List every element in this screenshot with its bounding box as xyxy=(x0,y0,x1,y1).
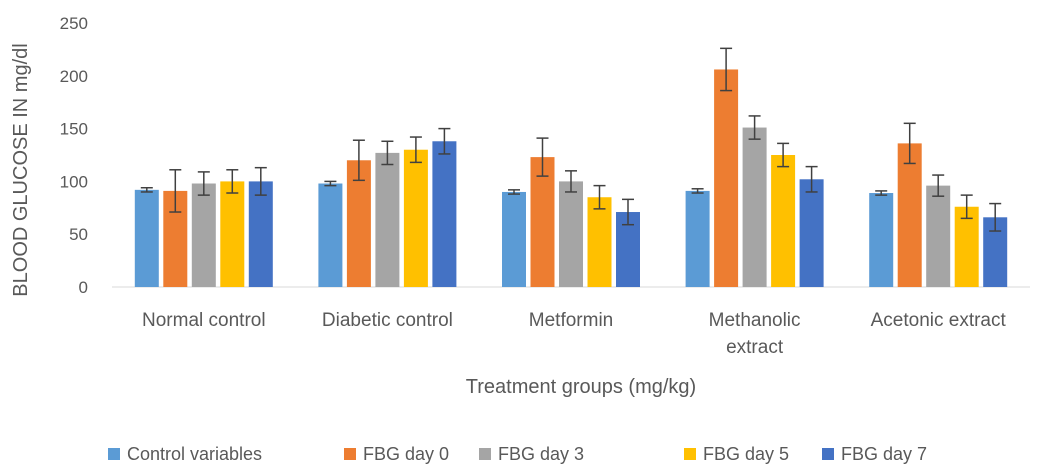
bar xyxy=(403,149,428,287)
bar xyxy=(502,191,526,287)
x-category-label: Methanolic extract xyxy=(709,310,801,358)
bar xyxy=(318,183,343,287)
x-category-label: Metformin xyxy=(529,310,613,331)
bar xyxy=(897,143,922,287)
legend-swatch xyxy=(344,448,356,460)
legend-label: FBG day 5 xyxy=(703,444,789,464)
bar xyxy=(742,127,767,287)
error-bars xyxy=(140,47,1002,232)
legend-label: FBG day 7 xyxy=(841,444,927,464)
bar xyxy=(432,141,457,287)
x-category-line: Acetonic extract xyxy=(871,310,1007,331)
y-tick-label: 100 xyxy=(60,172,88,191)
bar xyxy=(248,181,273,287)
legend-swatch xyxy=(108,448,120,460)
bar xyxy=(714,69,739,288)
bar xyxy=(559,181,583,287)
bar xyxy=(926,185,951,287)
x-category-line: Diabetic control xyxy=(322,310,453,331)
legend-swatch xyxy=(684,448,696,460)
bar xyxy=(134,189,159,287)
y-tick-label: 250 xyxy=(60,14,88,33)
bar xyxy=(771,155,796,287)
x-category-line: Metformin xyxy=(529,310,613,331)
x-category-line: extract xyxy=(726,337,784,358)
y-tick-label: 0 xyxy=(79,278,88,297)
bar xyxy=(799,179,824,287)
x-category-label: Diabetic control xyxy=(322,310,453,331)
bar xyxy=(346,160,371,287)
x-category-label: Acetonic extract xyxy=(871,310,1007,331)
y-tick-label: 50 xyxy=(69,225,88,244)
bar xyxy=(191,183,216,287)
x-category-line: Normal control xyxy=(142,310,266,331)
legend-swatch xyxy=(479,448,491,460)
bars xyxy=(134,69,1008,288)
y-axis: 0 50 100 150 200 250 xyxy=(60,14,88,297)
x-axis-title: Treatment groups (mg/kg) xyxy=(466,376,696,398)
bar xyxy=(530,157,555,287)
legend-label: FBG day 0 xyxy=(363,444,449,464)
bar xyxy=(685,190,710,287)
bar xyxy=(220,181,245,287)
bar xyxy=(869,193,894,287)
bar xyxy=(587,197,612,287)
x-category-label: Normal control xyxy=(142,310,266,331)
y-tick-label: 150 xyxy=(60,120,88,139)
legend-label: Control variables xyxy=(127,444,262,464)
x-axis-categories: Normal control Diabetic control Metformin M… xyxy=(142,310,1006,358)
x-category-line: Methanolic xyxy=(709,310,801,331)
bar xyxy=(375,152,400,287)
y-axis-title: BLOOD GLUCOSE IN mg/dl xyxy=(10,43,32,296)
bar xyxy=(954,206,979,287)
legend: Control variables FBG day 0 FBG day 3 FBG d… xyxy=(108,444,927,464)
y-tick-label: 200 xyxy=(60,67,88,86)
legend-swatch xyxy=(822,448,834,460)
legend-label: FBG day 3 xyxy=(498,444,584,464)
